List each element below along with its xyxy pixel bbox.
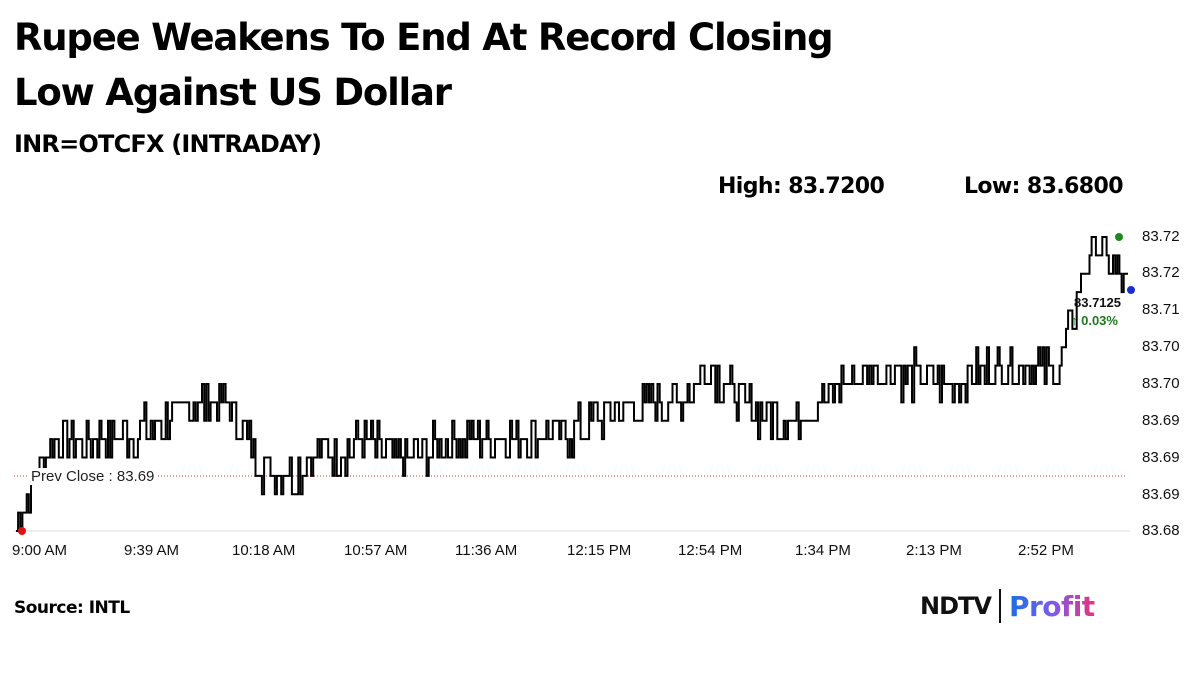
high-value: High: 83.7200 bbox=[718, 174, 885, 199]
low-value: Low: 83.6800 bbox=[964, 174, 1124, 199]
y-tick: 83.70 bbox=[1142, 375, 1180, 392]
x-tick: 2:52 PM bbox=[1018, 542, 1074, 559]
price-line bbox=[16, 236, 1128, 532]
last-marker bbox=[1127, 286, 1135, 294]
y-tick: 83.69 bbox=[1142, 486, 1180, 503]
y-tick: 83.71 bbox=[1142, 301, 1180, 318]
high-marker bbox=[1115, 233, 1123, 241]
y-tick: 83.70 bbox=[1142, 338, 1180, 355]
x-tick: 10:18 AM bbox=[232, 542, 296, 559]
x-tick: 12:15 PM bbox=[567, 542, 632, 559]
logo-ndtv-text: NDTV bbox=[920, 592, 992, 620]
last-price-label: 83.7125 bbox=[1074, 295, 1121, 310]
chart-title-line2: Low Against US Dollar bbox=[14, 71, 452, 114]
x-tick: 11:36 AM bbox=[455, 542, 518, 559]
change-percent-label: ↑ 0.03% bbox=[1071, 313, 1118, 328]
source-label: Source: INTL bbox=[14, 598, 130, 618]
price-chart bbox=[14, 233, 1135, 535]
prev-close-label: Prev Close : 83.69 bbox=[28, 468, 158, 485]
y-tick: 83.72 bbox=[1142, 264, 1180, 281]
chart-title-line1: Rupee Weakens To End At Record Closing bbox=[14, 16, 834, 59]
chart-title: Rupee Weakens To End At Record Closing L… bbox=[14, 10, 914, 120]
logo-profit-text: Profit bbox=[1008, 589, 1095, 623]
y-tick: 83.69 bbox=[1142, 449, 1180, 466]
y-tick: 83.68 bbox=[1142, 522, 1180, 539]
x-tick: 12:54 PM bbox=[678, 542, 743, 559]
x-tick: 9:39 AM bbox=[124, 542, 180, 559]
y-tick: 83.69 bbox=[1142, 412, 1180, 429]
ndtv-profit-logo: NDTV Profit bbox=[920, 586, 1095, 626]
x-tick: 2:13 PM bbox=[906, 542, 962, 559]
chart-subtitle: INR=OTCFX (INTRADAY) bbox=[14, 130, 322, 158]
x-tick: 1:34 PM bbox=[795, 542, 851, 559]
x-tick: 10:57 AM bbox=[344, 542, 408, 559]
low-marker bbox=[18, 527, 26, 535]
logo-divider bbox=[998, 589, 1001, 623]
y-tick: 83.72 bbox=[1142, 228, 1180, 245]
x-tick: 9:00 AM bbox=[12, 542, 68, 559]
